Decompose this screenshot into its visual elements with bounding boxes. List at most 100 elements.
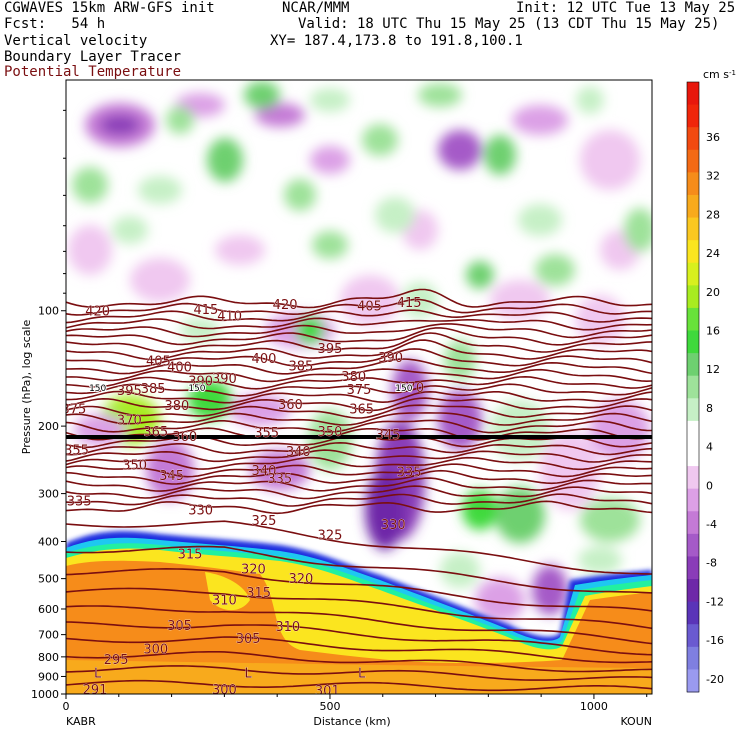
- colorbar-swatch: [687, 262, 699, 286]
- header-line3-right: XY= 187.4,173.8 to 191.8,100.1: [270, 33, 523, 49]
- theta-label: 325: [318, 529, 343, 544]
- theta-label: 350: [318, 425, 343, 440]
- theta-label: 315: [178, 548, 203, 563]
- theta-contours: [66, 288, 652, 692]
- theta-contour-line: [66, 651, 652, 673]
- theta-contour-line: [66, 419, 652, 434]
- theta-contour-line: [66, 288, 652, 309]
- theta-label: 325: [252, 514, 277, 529]
- theta-contour-line: [66, 500, 652, 515]
- theta-label: 301: [315, 684, 340, 699]
- theta-label: 305: [236, 632, 261, 647]
- theta-label: 310: [212, 594, 237, 609]
- colorbar-label: -20: [706, 673, 724, 686]
- theta-label: 380: [164, 399, 189, 414]
- theta-contour-line: [66, 404, 652, 419]
- x-endpoint-right: KOUN: [620, 715, 652, 728]
- y-tick-label: 700: [38, 629, 59, 642]
- plot-frame: [65, 79, 653, 695]
- theta-contour-line: [66, 332, 652, 353]
- theta-label: 370: [117, 413, 142, 428]
- theta-contour-line: [66, 327, 652, 346]
- y-tick-label: 200: [38, 420, 59, 433]
- theta-label: 400: [167, 361, 192, 376]
- theta-contour-line: [66, 368, 652, 383]
- header-line2-right: Valid: 18 UTC Thu 15 May 25 (13 CDT Thu …: [298, 16, 720, 32]
- x-endpoint-left: KABR: [66, 715, 96, 728]
- colorbar-swatch: [687, 127, 699, 151]
- theta-contour-line: [66, 485, 652, 500]
- colorbar-swatch: [687, 194, 699, 219]
- theta-contour-line: [66, 323, 652, 339]
- colorbar-swatch: [687, 556, 699, 580]
- y-tick-label: 1000: [31, 688, 59, 701]
- theta-contour-line: [66, 493, 652, 507]
- theta-label: 340: [252, 464, 277, 479]
- theta-contour-line: [66, 298, 652, 316]
- colorbar-swatch: [687, 307, 699, 332]
- colorbar-label: 32: [706, 170, 720, 183]
- theta-label: 360: [172, 430, 197, 445]
- theta-label: 400: [252, 352, 277, 367]
- theta-contour-line: [66, 390, 652, 404]
- colorbar-swatch: [687, 285, 699, 309]
- colorbar-label: 36: [706, 131, 720, 144]
- tracer-label: 150: [395, 384, 412, 394]
- theta-contour-line: [66, 621, 652, 656]
- theta-label: 315: [246, 586, 271, 601]
- y-tick-label: 100: [38, 305, 59, 318]
- colorbar-swatch: [687, 466, 699, 490]
- theta-label: 395: [117, 384, 142, 399]
- theta-label: 405: [146, 355, 171, 370]
- theta-contour-line: [66, 348, 652, 368]
- colorbar-swatch: [687, 240, 699, 264]
- boundary-layer-tracer: [66, 531, 652, 694]
- theta-label: 370: [399, 381, 424, 396]
- theta-label: 420: [85, 305, 110, 320]
- header-line1-left: CGWAVES 15km ARW-GFS init: [4, 0, 215, 16]
- low-marker: L: [358, 667, 366, 682]
- theta-label: 345: [159, 469, 184, 484]
- colorbar-swatch: [687, 646, 699, 670]
- theta-label: 405: [357, 300, 382, 315]
- theta-label: 410: [217, 310, 242, 325]
- colorbar-swatch: [687, 488, 699, 512]
- theta-label: 365: [349, 403, 374, 418]
- theta-label: 300: [212, 683, 237, 698]
- y-tick-label: 300: [38, 488, 59, 501]
- colorbar-label: 4: [706, 441, 713, 454]
- colorbar-swatch: [687, 511, 699, 535]
- theta-label: 375: [347, 383, 372, 398]
- colorbar-swatch: [687, 533, 699, 557]
- y-tick-label: 800: [38, 651, 59, 664]
- colorbar-swatch: [687, 669, 699, 693]
- y-tick-label: 900: [38, 670, 59, 683]
- y-axis-label: Pressure (hPa), log scale: [20, 320, 33, 455]
- theta-contour-line: [66, 463, 652, 478]
- colorbar-label: 8: [706, 402, 713, 415]
- theta-contour-line: [66, 427, 652, 441]
- x-axis-label: Distance (km): [313, 715, 390, 728]
- theta-label: 345: [376, 428, 401, 443]
- theta-label: 420: [273, 298, 298, 313]
- y-tick-label: 500: [38, 573, 59, 586]
- y-tick-label: 400: [38, 535, 59, 548]
- theta-contour-line: [66, 605, 652, 645]
- colorbar-swatch: [687, 149, 699, 173]
- theta-label: 355: [254, 426, 279, 441]
- theta-label: 350: [122, 459, 147, 474]
- colorbar-swatch: [687, 601, 699, 625]
- colorbar-units: cm s-1: [703, 68, 736, 81]
- colorbar: 36 32 28 24 20 16 12 8 4 0 -4 -8 -12 -16 -20: [686, 81, 724, 693]
- colorbar-swatch: [687, 420, 699, 444]
- theta-contour-line: [66, 456, 652, 471]
- theta-label: 380: [341, 370, 366, 385]
- colorbar-swatch: [687, 353, 699, 377]
- theta-contour-line: [66, 397, 652, 412]
- header-line2-left: Fcst: 54 h: [4, 16, 106, 32]
- theta-contour-line: [66, 449, 652, 463]
- theta-contour-line: [66, 545, 652, 594]
